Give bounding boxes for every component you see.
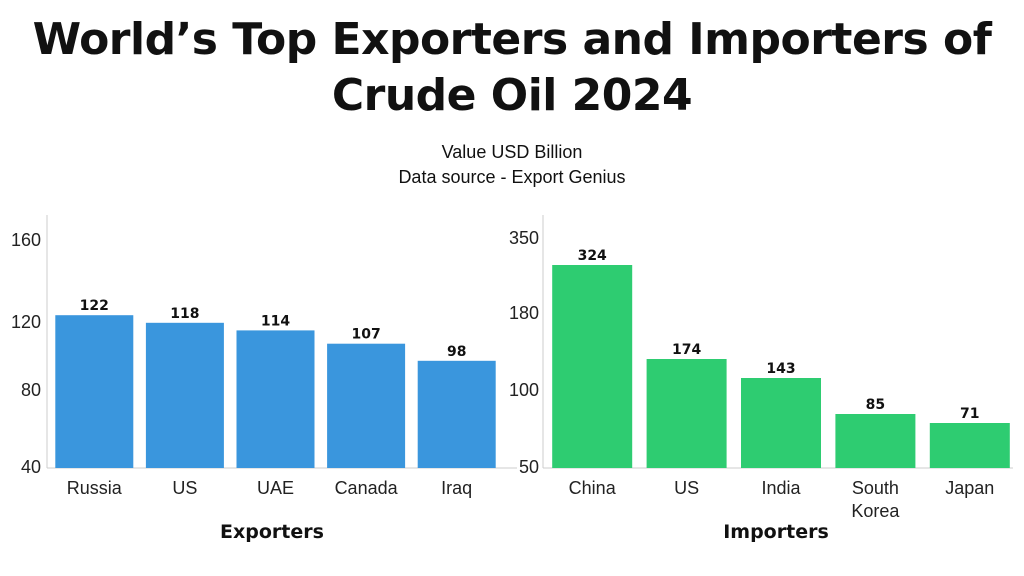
exporters-y-tick-label: 120 [11, 312, 41, 332]
exporters-x-axis-title: Exporters [220, 521, 324, 543]
exporters-bar-value-label: 118 [170, 306, 199, 322]
exporters-y-tick-label: 80 [21, 380, 41, 400]
chart-title-line-2: Crude Oil 2024 [331, 70, 693, 121]
exporters-y-tick-label: 40 [21, 457, 41, 477]
subtitle-source: Data source - Export Genius [398, 167, 626, 187]
exporters-bar-value-label: 98 [447, 344, 466, 360]
exporters-category-label: UAE [257, 478, 294, 498]
importers-bar [835, 414, 916, 468]
importers-y-tick-label: 180 [509, 303, 539, 323]
exporters-category-label: Iraq [441, 478, 472, 498]
subtitle-units: Value USD Billion [441, 142, 583, 162]
importers-bar [929, 423, 1010, 468]
importers-y-tick-label: 50 [519, 457, 539, 477]
chart-title: World’s Top Exporters and Importers of C… [0, 12, 1024, 124]
exporters-bar [55, 315, 134, 468]
importers-bar-value-label: 143 [766, 361, 795, 377]
importers-y-tick-label: 350 [509, 228, 539, 248]
importers-category-label: South Korea [851, 478, 900, 521]
exporters-category-label: Canada [335, 478, 399, 498]
importers-bar-value-label: 85 [866, 397, 885, 413]
exporters-bar [417, 360, 496, 468]
chart-title-line-1: World’s Top Exporters and Importers of [32, 14, 992, 65]
exporters-bar [327, 343, 406, 468]
chart-subtitle: Value USD Billion Data source - Export G… [0, 140, 1024, 190]
importers-category-label: Japan [945, 478, 994, 498]
exporters-bar [145, 322, 224, 468]
importers-x-axis-title: Importers [723, 521, 829, 543]
exporters-bar [236, 330, 315, 468]
importers-bar-value-label: 324 [578, 248, 607, 264]
exporters-bar-value-label: 114 [261, 313, 290, 329]
importers-bar-value-label: 174 [672, 342, 701, 358]
importers-bar [646, 359, 727, 468]
importers-bar [741, 378, 821, 468]
exporters-bar-value-label: 107 [351, 327, 380, 343]
importers-bar [552, 265, 633, 468]
importers-category-label: India [761, 478, 801, 498]
importers-y-tick-label: 100 [509, 380, 539, 400]
exporters-category-label: US [172, 478, 197, 498]
importers-category-label: China [569, 478, 617, 498]
importers-bar-value-label: 71 [960, 406, 979, 422]
exporters-category-label: Russia [67, 478, 123, 498]
exporters-y-tick-label: 160 [11, 230, 41, 250]
importers-category-label: US [674, 478, 699, 498]
exporters-bar-value-label: 122 [80, 298, 109, 314]
